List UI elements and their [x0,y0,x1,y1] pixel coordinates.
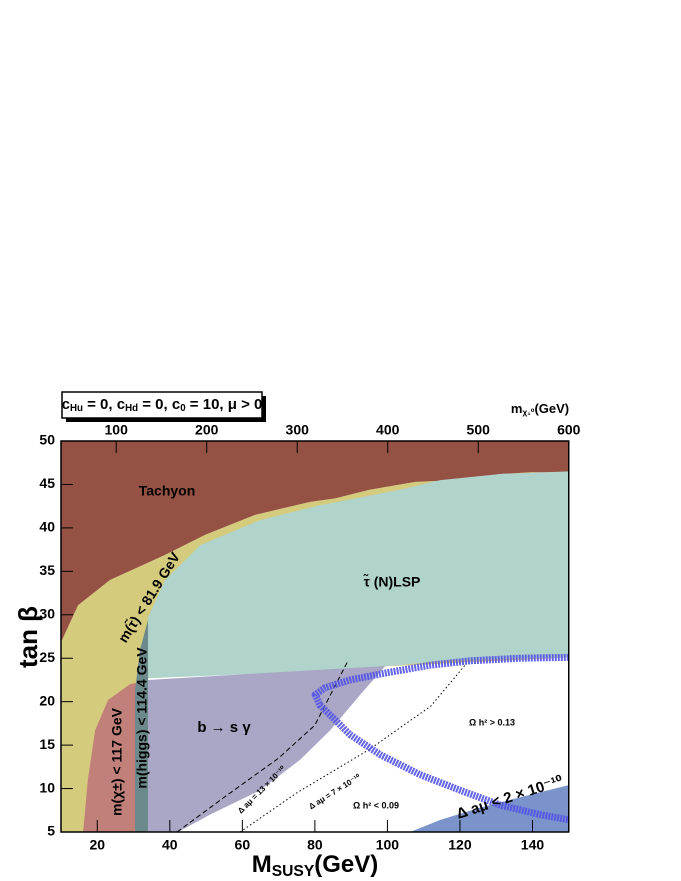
x-tick-label: 140 [521,837,545,853]
x-axis-label-part: (GeV) [314,851,378,878]
x-tick-label: 80 [307,837,323,853]
region [83,679,149,832]
y-tick-label: 10 [39,779,55,795]
x2-tick-label: 100 [105,422,129,438]
x2-axis-label-part: (GeV) [534,401,569,416]
x-tick-label: 40 [162,837,178,853]
parameter-label-sub: 0 [180,403,186,414]
y-tick-label: 15 [39,736,55,752]
relic-density-band [311,653,570,824]
x-tick-label: 120 [448,837,472,853]
x2-axis-label: mχ₁⁰(GeV) [511,401,569,417]
region-label: b → s γ [197,719,251,736]
x-axis-label: MSUSY(GeV) [252,851,378,879]
parameter-label-sub: Hd [125,403,138,414]
parameter-box [61,391,263,419]
parameter-label-part: c [62,396,70,413]
region-label: m(higgs) < 114.4 GeV [134,647,150,789]
region [410,785,569,832]
x2-tick-label: 200 [195,422,219,438]
parameter-label-part: = 0, c [138,396,180,413]
parameter-label-part: = 10, μ > 0 [186,396,263,413]
y-tick-label: 25 [39,649,55,665]
region [134,619,149,832]
region-label: Tachyon [139,483,196,499]
parameter-label: cHu = 0, cHd = 0, c0 = 10, μ > 0 [62,396,263,414]
region-label: m(χ±) < 117 GeV [109,707,125,816]
x2-axis-label-sub: χ₁⁰ [522,407,534,417]
x2-tick-label: 500 [467,422,491,438]
y-tick-label: 50 [39,432,55,448]
x2-tick-label: 600 [557,422,581,438]
x-tick-label: 60 [235,837,251,853]
y-tick-label: 20 [39,692,55,708]
annotation: Ω h² < 0.09 [353,800,399,810]
y-tick-label: 5 [47,823,55,839]
y-tick-label: 40 [39,519,55,535]
x2-axis-label-part: m [511,401,523,416]
parameter-label-part: = 0, c [83,396,125,413]
x-tick-label: 100 [376,837,400,853]
y-tick-label: 45 [39,475,55,491]
x2-tick-label: 300 [286,422,310,438]
parameter-label-sub: Hu [70,403,83,414]
region-label: τ̃ (N)LSP [363,573,421,590]
y-tick-label: 35 [39,562,55,578]
region [148,471,569,679]
y-tick-label: 30 [39,605,55,621]
x-axis-label-part: M [252,851,272,878]
region [61,441,569,640]
region [148,666,386,832]
x-tick-label: 20 [89,837,105,853]
x2-tick-label: 400 [376,422,400,438]
annotation: Ω h² > 0.13 [469,717,515,727]
x-axis-label-sub: SUSY [272,863,315,880]
y-axis-label: tan β [13,606,43,668]
